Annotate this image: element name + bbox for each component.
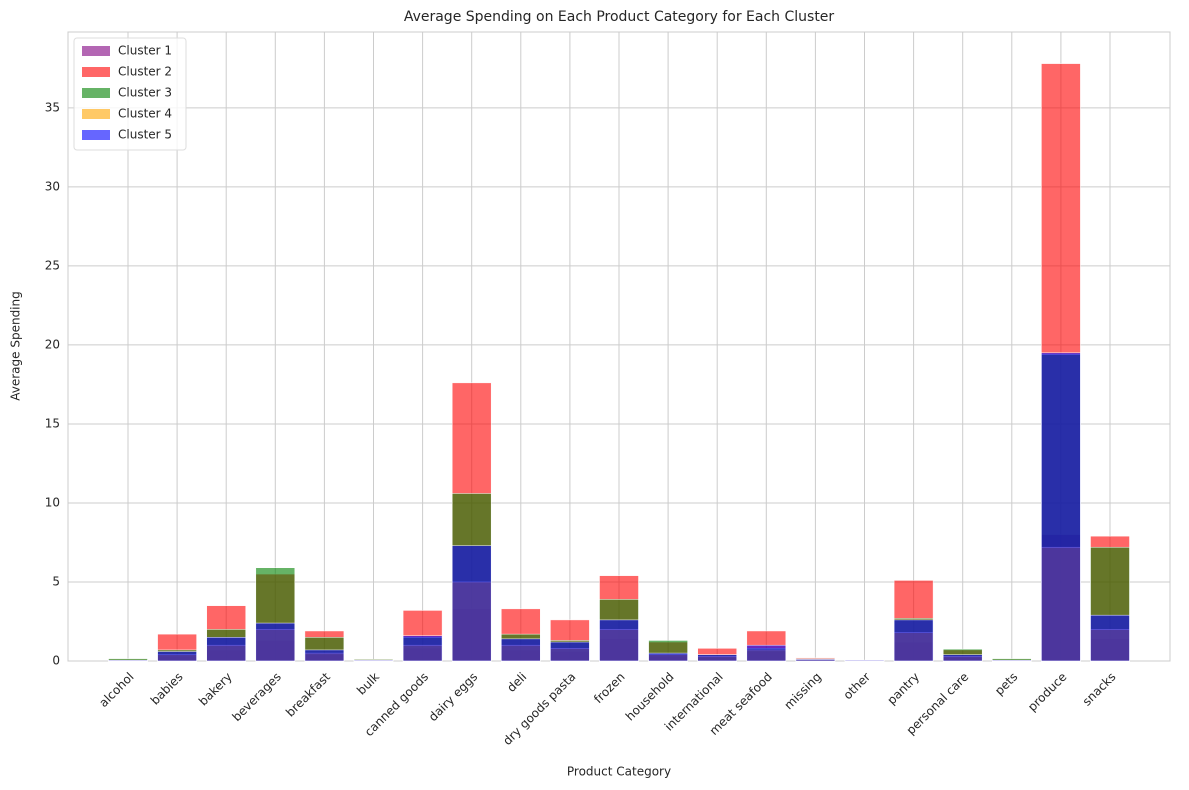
y-tick-label: 25 — [45, 258, 60, 272]
bar — [942, 654, 983, 662]
bar — [353, 659, 394, 662]
legend-swatch — [82, 46, 110, 56]
x-tick-label: snacks — [1080, 670, 1119, 709]
bar — [746, 644, 787, 662]
x-tick-label: other — [841, 670, 874, 703]
bar — [157, 651, 197, 662]
bar — [1090, 614, 1130, 662]
y-tick-label: 30 — [45, 179, 60, 193]
x-tick-label: dairy eggs — [426, 670, 480, 724]
legend-label: Cluster 2 — [118, 65, 172, 79]
bar — [402, 635, 443, 662]
bar — [108, 659, 148, 662]
y-tick-label: 35 — [45, 100, 60, 114]
y-tick-label: 10 — [45, 495, 60, 509]
x-tick-label: pets — [992, 670, 1020, 698]
bar — [451, 545, 492, 662]
bar — [992, 659, 1032, 662]
x-tick-label: beverages — [229, 670, 283, 724]
x-tick-label: frozen — [591, 670, 627, 706]
x-tick-label: babies — [148, 670, 186, 708]
y-tick-label: 20 — [45, 337, 60, 351]
legend-box — [73, 37, 187, 151]
x-tick-label: alcohol — [96, 670, 136, 710]
x-tick-label: deli — [504, 670, 529, 695]
bar — [206, 637, 246, 662]
x-tick-label: household — [623, 670, 677, 724]
legend-swatch — [82, 88, 110, 98]
bar — [697, 654, 737, 662]
x-tick-label: pantry — [884, 670, 922, 708]
bar — [893, 619, 934, 662]
y-tick-label: 15 — [45, 416, 60, 430]
bar — [501, 638, 541, 662]
legend-label: Cluster 5 — [118, 128, 172, 142]
bar — [304, 649, 345, 662]
x-tick-label: bulk — [354, 670, 382, 698]
legend-label: Cluster 4 — [118, 107, 172, 121]
bar — [795, 659, 836, 662]
bar — [599, 619, 639, 662]
x-tick-label: bakery — [196, 670, 235, 709]
y-tick-label: 0 — [52, 654, 60, 668]
legend-label: Cluster 1 — [118, 44, 172, 58]
chart-title: Average Spending on Each Product Categor… — [404, 9, 835, 25]
legend-swatch — [82, 67, 110, 77]
bar — [255, 622, 296, 662]
x-tick-label: missing — [782, 670, 824, 712]
legend-label: Cluster 3 — [118, 86, 172, 100]
x-tick-label: breakfast — [283, 669, 333, 719]
bar — [1041, 352, 1081, 662]
legend-swatch — [82, 109, 110, 119]
bar — [844, 659, 885, 662]
y-tick-label: 5 — [52, 574, 60, 588]
legend: Cluster 1 Cluster 2 Cluster 3 Cluster 4 Clus… — [73, 37, 187, 151]
bar — [550, 641, 590, 662]
legend-swatch — [82, 130, 110, 140]
y-axis-label: Average Spending — [9, 291, 23, 401]
bar — [648, 652, 688, 662]
x-tick-label: produce — [1025, 670, 1069, 714]
x-axis-label: Product Category — [567, 765, 671, 779]
